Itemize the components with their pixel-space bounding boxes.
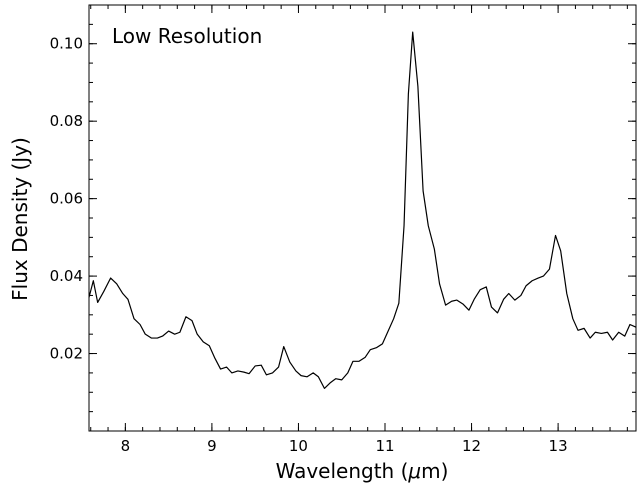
plot-frame	[89, 5, 636, 431]
y-minor-ticks	[89, 5, 636, 412]
series-line	[89, 32, 636, 388]
y-major-ticks	[89, 44, 636, 354]
x-axis-label-suffix: m)	[421, 459, 448, 483]
y-tick-label: 0.04	[50, 267, 83, 285]
x-major-ticks	[125, 5, 558, 431]
y-tick-label: 0.06	[50, 190, 83, 208]
x-minor-ticks	[91, 5, 628, 431]
x-tick-labels: 8 9 10 11 12 13	[121, 437, 568, 455]
x-tick-label: 13	[549, 437, 568, 455]
x-tick-label: 10	[289, 437, 308, 455]
x-tick-label: 8	[121, 437, 131, 455]
x-tick-label: 11	[375, 437, 394, 455]
y-tick-label: 0.10	[50, 35, 83, 53]
y-tick-label: 0.08	[50, 112, 83, 130]
x-axis-label: Wavelength (μm)	[276, 459, 449, 483]
x-tick-label: 12	[462, 437, 481, 455]
annotation-label: Low Resolution	[112, 24, 262, 48]
x-axis-label-prefix: Wavelength (	[276, 459, 409, 483]
y-tick-label: 0.02	[50, 345, 83, 363]
y-axis-label: Flux Density (Jy)	[8, 137, 32, 301]
x-axis-label-mu: μ	[407, 459, 421, 483]
y-tick-labels: 0.02 0.04 0.06 0.08 0.10	[50, 35, 83, 363]
x-tick-label: 9	[207, 437, 217, 455]
